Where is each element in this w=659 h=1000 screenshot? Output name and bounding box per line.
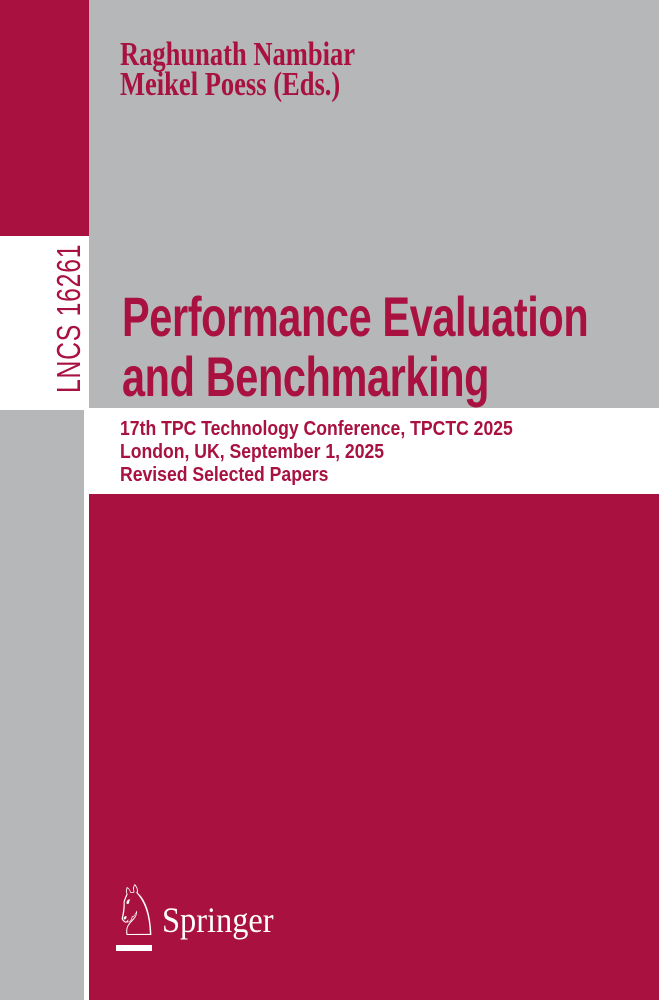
- chess-knight-icon: ♘: [113, 870, 161, 952]
- subtitle-line: Revised Selected Papers: [120, 464, 329, 486]
- left-gray-strip: [0, 410, 84, 1000]
- series-label: LNCS 16261: [50, 243, 87, 393]
- title-line: and Benchmarking: [122, 345, 490, 408]
- title-line: Performance Evaluation: [122, 285, 589, 348]
- subtitle-line: London, UK, September 1, 2025: [120, 441, 385, 463]
- series-strip: LNCS 16261: [50, 194, 87, 393]
- header-gray-panel: [89, 0, 659, 408]
- logo-underline: [116, 945, 152, 951]
- publisher-name: Springer: [162, 900, 274, 940]
- authors: Raghunath Nambiar Meikel Poess (Eds.): [120, 36, 356, 103]
- book-title: Performance Evaluation and Benchmarking: [122, 285, 589, 408]
- series-color-block: [0, 0, 89, 236]
- red-band: [89, 494, 659, 1000]
- subtitle: 17th TPC Technology Conference, TPCTC 20…: [120, 418, 513, 487]
- author-line: Raghunath Nambiar: [120, 36, 356, 73]
- subtitle-line: 17th TPC Technology Conference, TPCTC 20…: [120, 418, 513, 440]
- author-line: Meikel Poess (Eds.): [120, 66, 341, 103]
